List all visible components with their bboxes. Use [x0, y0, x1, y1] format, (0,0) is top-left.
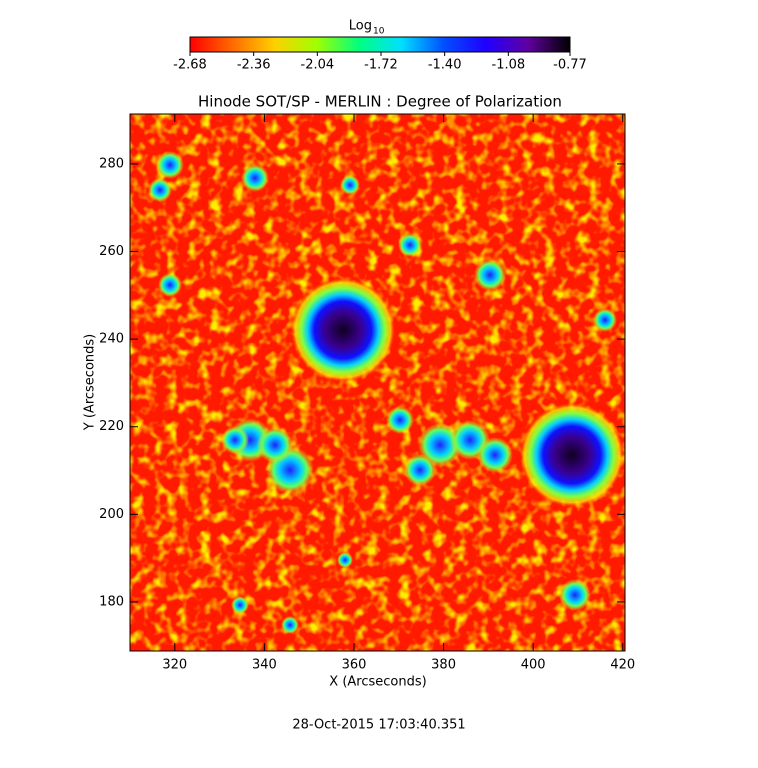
y-tick-label: 200: [99, 507, 124, 522]
x-tick-label: 360: [342, 658, 367, 673]
colorbar-label-subscript: 10: [373, 27, 385, 37]
colorbar-tick-label: -0.77: [553, 58, 587, 73]
y-axis-label: Y (Arcseconds): [83, 334, 98, 431]
y-tick-label: 220: [99, 419, 124, 434]
colorbar-tick-label: -1.08: [492, 58, 526, 73]
colorbar-tick-label: -2.36: [237, 58, 271, 73]
colorbar-tick-label: -2.04: [301, 58, 335, 73]
x-tick-label: 380: [431, 658, 456, 673]
x-tick-label: 400: [521, 658, 546, 673]
y-tick-label: 180: [99, 594, 124, 609]
x-tick-label: 320: [162, 658, 187, 673]
x-tick-label: 340: [252, 658, 277, 673]
colorbar-tick-label: -1.40: [428, 58, 462, 73]
polarization-image: [129, 113, 626, 652]
chart-title: Hinode SOT/SP - MERLIN : Degree of Polar…: [198, 93, 562, 111]
y-tick-label: 280: [99, 156, 124, 171]
x-axis-label: X (Arcseconds): [329, 675, 426, 690]
y-tick-label: 260: [99, 244, 124, 259]
y-tick-label: 240: [99, 332, 124, 347]
x-tick-label: 420: [610, 658, 635, 673]
colorbar: [189, 36, 571, 53]
colorbar-tick-label: -2.68: [173, 58, 207, 73]
timestamp: 28-Oct-2015 17:03:40.351: [292, 718, 465, 733]
colorbar-tick-label: -1.72: [364, 58, 398, 73]
colorbar-label: Log: [349, 19, 372, 34]
